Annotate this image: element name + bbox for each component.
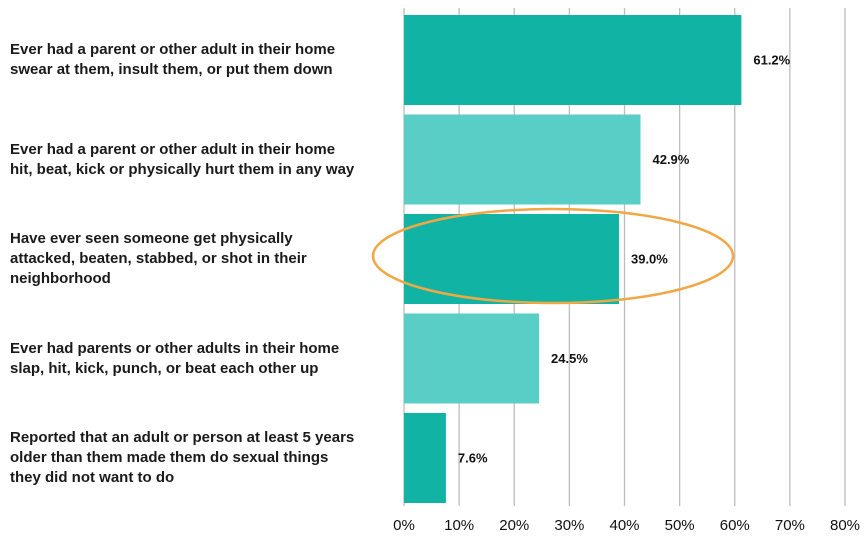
x-tick-label: 70% [775, 517, 805, 534]
bar [404, 214, 619, 304]
x-tick-label: 80% [830, 517, 860, 534]
value-label: 61.2% [753, 52, 790, 67]
x-tick-label: 50% [665, 517, 695, 534]
bar [404, 114, 641, 205]
category-label: Reported that an adult or person at leas… [10, 429, 355, 486]
value-label: 42.9% [652, 152, 689, 167]
x-tick-label: 10% [444, 517, 474, 534]
category-label: Ever had a parent or other adult in thei… [10, 140, 355, 178]
value-label: 39.0% [631, 251, 668, 266]
category-label: Ever had parents or other adults in thei… [10, 339, 340, 377]
value-label: 24.5% [551, 351, 588, 366]
x-tick-label: 30% [554, 517, 584, 534]
x-tick-label: 60% [720, 517, 750, 534]
x-tick-label: 0% [393, 517, 415, 534]
x-tick-label: 40% [609, 517, 639, 534]
value-label: 7.6% [458, 450, 488, 465]
bar [404, 413, 446, 503]
highlight-ellipse [371, 207, 735, 305]
bar [404, 15, 742, 105]
category-label: Have ever seen someone get physically at… [10, 230, 307, 287]
bar [404, 313, 540, 404]
x-tick-label: 20% [499, 517, 529, 534]
category-label: Ever had a parent or other adult in thei… [10, 41, 336, 78]
